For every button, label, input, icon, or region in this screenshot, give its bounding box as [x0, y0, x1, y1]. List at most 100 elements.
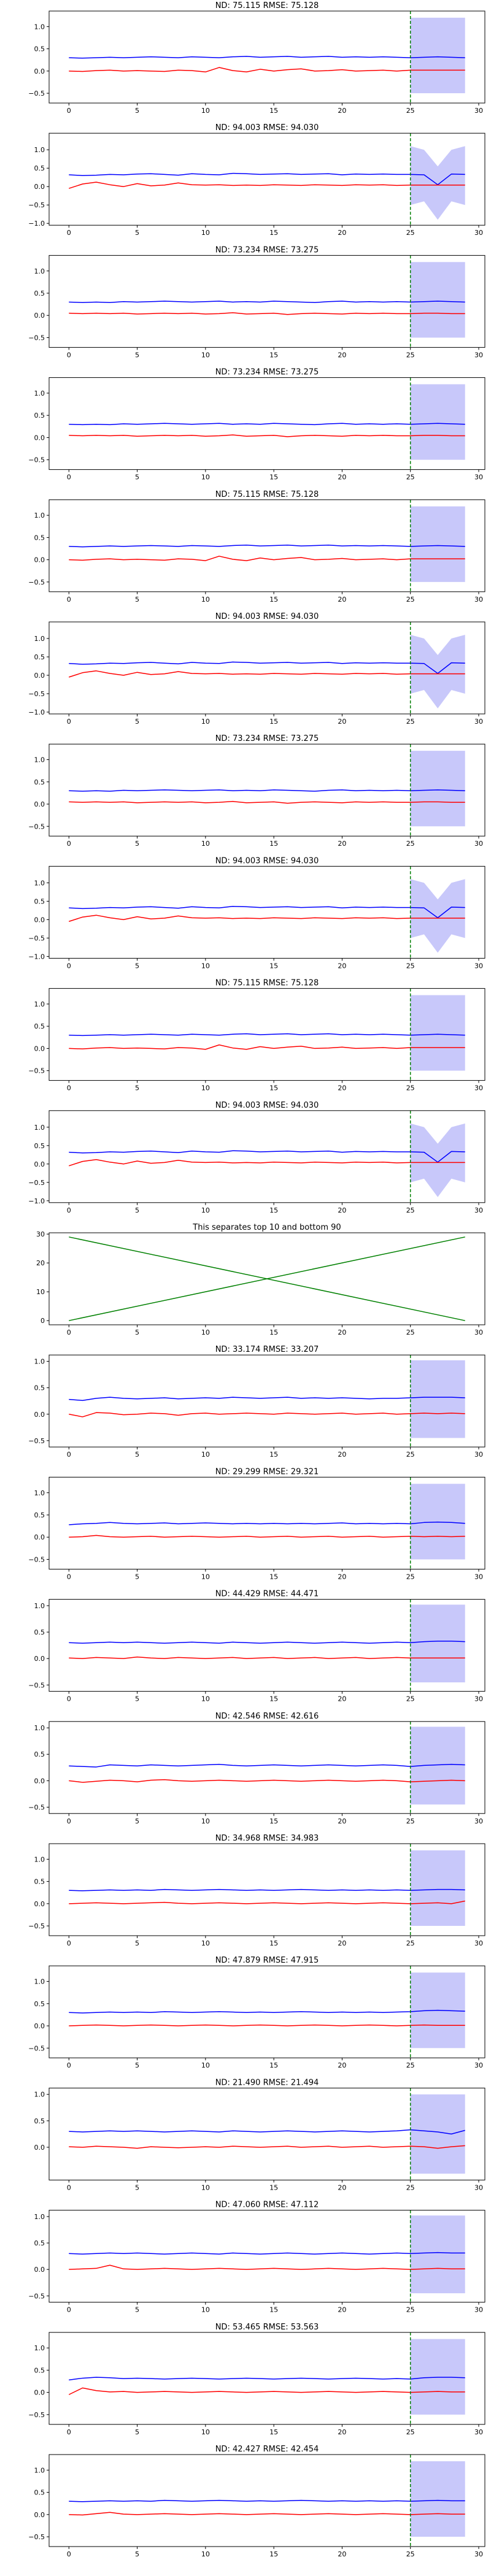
uncertainty-band: [410, 17, 465, 94]
axes-frame: [48, 2087, 485, 2180]
actual-series-line: [69, 2512, 465, 2516]
x-tick-label: 30: [474, 1573, 483, 1581]
x-tick-label: 15: [269, 2306, 278, 2314]
y-tick-label: 1.0: [34, 1124, 45, 1132]
x-tick-label: 0: [67, 2183, 71, 2191]
y-tick-label: 0.0: [34, 1900, 45, 1908]
subplot-5: ND: 94.003 RMSE: 94.030 0 5 10 15 20 25 30 −1.0 −…: [28, 612, 485, 726]
x-tick-label: 15: [269, 2550, 278, 2558]
subplot-title: ND: 42.427 RMSE: 42.454: [215, 2445, 319, 2454]
x-tick-label: 0: [67, 1939, 71, 1947]
x-tick-label: 30: [474, 1939, 483, 1947]
subplot-19: ND: 53.465 RMSE: 53.563 0 5 10 15 20 25 30 −0.5 0…: [28, 2323, 485, 2436]
x-tick-label: 30: [474, 1451, 483, 1459]
x-tick-label: 0: [67, 1451, 71, 1459]
x-tick-label: 10: [201, 1939, 210, 1947]
x-tick-label: 5: [135, 473, 139, 481]
axes-frame: [48, 1354, 485, 1447]
y-tick-label: 0.0: [34, 2266, 45, 2274]
uncertainty-band: [410, 1727, 465, 1805]
subplot-13: ND: 44.429 RMSE: 44.471 0 5 10 15 20 25 30 −0.5 0…: [28, 1590, 485, 1703]
y-tick-label: 0.5: [34, 45, 45, 53]
x-tick-label: 20: [338, 351, 346, 359]
y-tick-label: 1.0: [34, 146, 45, 154]
y-tick-label: 0.0: [34, 312, 45, 320]
x-tick-label: 25: [406, 2183, 415, 2191]
y-tick-label: 1.0: [34, 879, 45, 887]
x-tick-label: 30: [474, 2061, 483, 2069]
x-tick-label: 20: [338, 229, 346, 237]
predicted-series-line: [69, 1150, 465, 1163]
x-tick-label: 25: [406, 107, 415, 115]
x-tick-label: 25: [406, 2550, 415, 2558]
x-tick-label: 5: [135, 1817, 139, 1825]
uncertainty-band: [410, 1850, 465, 1926]
x-tick-label: 5: [135, 1573, 139, 1581]
x-tick-label: 15: [269, 1206, 278, 1214]
x-tick-label: 15: [269, 596, 278, 604]
x-tick-label: 30: [474, 840, 483, 848]
subplot-15: ND: 34.968 RMSE: 34.983 0 5 10 15 20 25 30 −0.5 0…: [28, 1834, 485, 1947]
axes-frame: [48, 132, 485, 226]
x-tick-label: 20: [338, 2061, 346, 2069]
y-tick-label: 0.5: [34, 412, 45, 420]
subplot-10: This separates top 10 and bottom 90 0 5 10 1…: [36, 1223, 485, 1336]
subplot-1: ND: 94.003 RMSE: 94.030 0 5 10 15 20 25 30 −1.0 −…: [28, 123, 485, 237]
predicted-series-line: [69, 2377, 465, 2381]
actual-series-line: [69, 1535, 465, 1538]
x-tick-label: 10: [201, 351, 210, 359]
predicted-series-line: [69, 789, 465, 792]
axes-frame: [48, 2454, 485, 2547]
subplot-title: ND: 44.429 RMSE: 44.471: [215, 1590, 319, 1599]
subplot-8: ND: 75.115 RMSE: 75.128 0 5 10 15 20 25 30 −0.5 0…: [28, 979, 485, 1092]
subplot-title: ND: 53.465 RMSE: 53.563: [215, 2323, 319, 2332]
y-tick-label: −0.5: [28, 1555, 45, 1563]
axes-frame: [48, 1843, 485, 1936]
uncertainty-band: [410, 2461, 465, 2537]
axes-frame: [48, 377, 485, 470]
y-tick-label: 0.5: [34, 1384, 45, 1392]
subplot-title: ND: 73.234 RMSE: 73.275: [215, 245, 319, 255]
y-tick-label: −0.5: [28, 1803, 45, 1811]
y-tick-label: −1.0: [28, 708, 45, 716]
actual-series-line: [69, 2145, 465, 2149]
predicted-series-line: [69, 56, 465, 59]
predicted-series-line: [69, 544, 465, 548]
predicted-series-line: [69, 2129, 465, 2135]
y-tick-label: −0.5: [28, 2411, 45, 2419]
x-tick-label: 10: [201, 1084, 210, 1092]
y-tick-label: 1.0: [34, 23, 45, 31]
x-tick-label: 25: [406, 1695, 415, 1703]
x-tick-label: 20: [338, 1451, 346, 1459]
actual-series-line: [69, 556, 465, 561]
x-tick-label: 10: [201, 2061, 210, 2069]
predicted-series-line: [69, 2499, 465, 2502]
x-tick-label: 25: [406, 1084, 415, 1092]
x-tick-label: 10: [201, 840, 210, 848]
actual-series-line: [69, 670, 465, 678]
x-tick-label: 25: [406, 1939, 415, 1947]
x-tick-label: 5: [135, 351, 139, 359]
subplot-title: ND: 94.003 RMSE: 94.030: [215, 1101, 319, 1110]
x-tick-label: 25: [406, 1451, 415, 1459]
x-tick-label: 20: [338, 1573, 346, 1581]
y-tick-label: 1.0: [34, 1489, 45, 1497]
axes-frame: [48, 499, 485, 592]
x-tick-label: 0: [67, 718, 71, 726]
x-tick-label: 5: [135, 840, 139, 848]
y-tick-label: −0.5: [28, 1067, 45, 1075]
x-tick-label: 10: [201, 962, 210, 970]
axes-frame: [48, 865, 485, 959]
subplot-title: ND: 75.115 RMSE: 75.128: [215, 1, 319, 10]
x-tick-label: 15: [269, 1573, 278, 1581]
y-tick-label: 0.0: [34, 1045, 45, 1052]
x-tick-label: 5: [135, 1328, 139, 1336]
y-tick-label: 0.0: [34, 2022, 45, 2030]
x-tick-label: 30: [474, 718, 483, 726]
predicted-series-line: [69, 1763, 465, 1768]
y-tick-label: −0.5: [28, 456, 45, 464]
y-tick-label: 0.0: [34, 434, 45, 442]
y-tick-label: −0.5: [28, 822, 45, 830]
axes-frame: [48, 255, 485, 348]
uncertainty-band: [410, 751, 465, 827]
